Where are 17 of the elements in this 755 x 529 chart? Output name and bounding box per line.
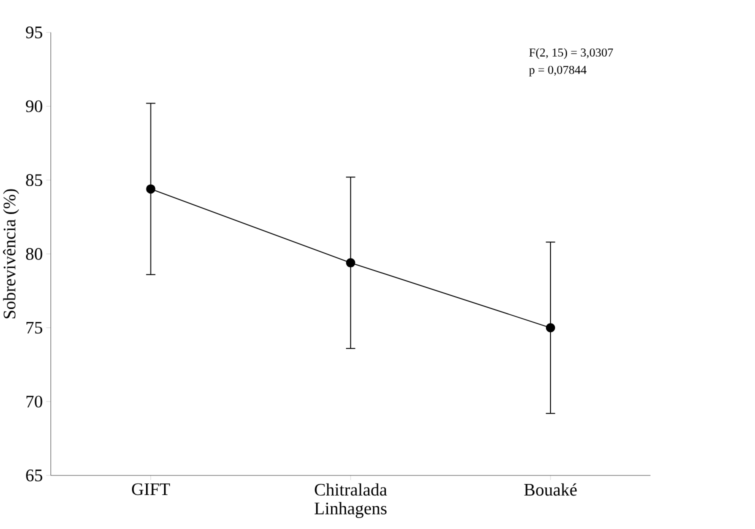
x-axis-title: Linhagens [314,502,387,518]
annotation: p = 0,07844 [529,66,586,76]
point [146,184,156,194]
y-tick-label: 70 [26,396,42,408]
annotation: F(2, 15) = 3,0307 [529,48,613,59]
y-tick-label: 75 [26,322,42,334]
y-axis-title: Sobrevivência (%) [3,189,20,318]
point [546,323,556,332]
x-tick-label: Chitralada [314,483,387,496]
point [346,258,356,268]
y-tick-label: 85 [26,174,42,186]
y-tick-label: 90 [26,100,42,112]
y-tick-label: 80 [26,248,42,260]
y-tick-label: 65 [26,469,42,482]
x-tick-label: GIFT [132,483,170,496]
y-tick-label: 95 [26,26,42,38]
x-tick-label: Bouaké [524,483,577,496]
